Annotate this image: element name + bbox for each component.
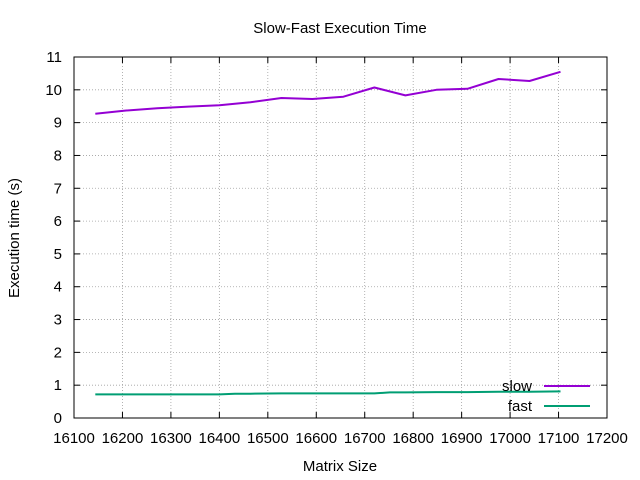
x-tick-label: 16800 (392, 430, 434, 447)
x-tick-label: 16400 (199, 430, 241, 447)
x-tick-label: 16100 (53, 430, 95, 447)
y-tick-label: 8 (54, 147, 62, 164)
y-tick-label: 1 (54, 377, 62, 394)
x-tick-label: 16300 (150, 430, 192, 447)
y-tick-label: 11 (46, 49, 62, 66)
chart-title: Slow-Fast Execution Time (253, 20, 426, 37)
y-tick-label: 10 (45, 82, 62, 99)
x-tick-label: 16200 (102, 430, 144, 447)
x-tick-label: 16600 (295, 430, 337, 447)
legend-label-fast: fast (508, 398, 533, 415)
x-tick-label: 16500 (247, 430, 289, 447)
series-line-fast (95, 390, 561, 396)
y-tick-label: 3 (54, 312, 62, 329)
y-tick-label: 9 (54, 115, 62, 132)
legend-label-slow: slow (502, 378, 532, 395)
x-tick-label: 17000 (489, 430, 531, 447)
y-tick-label: 7 (54, 180, 62, 197)
x-tick-label: 17100 (538, 430, 580, 447)
y-tick-label: 0 (54, 410, 62, 427)
y-tick-label: 5 (54, 246, 62, 263)
x-tick-label: 16900 (441, 430, 483, 447)
x-tick-label: 17200 (586, 430, 628, 447)
plot-frame (73, 56, 608, 419)
y-tick-label: 4 (54, 279, 62, 296)
y-tick-label: 2 (54, 344, 62, 361)
ticks: 16100 16200 16300 16400 16500 16600 16700 16800… (45, 49, 628, 447)
y-tick-label: 6 (54, 213, 62, 230)
grid (74, 57, 607, 418)
series-line-slow (95, 70, 561, 115)
series-group (95, 70, 561, 396)
y-axis-label: Execution time (s) (6, 178, 23, 298)
x-tick-label: 16700 (344, 430, 386, 447)
legend: slow fast (502, 378, 590, 415)
x-axis-label: Matrix Size (303, 458, 377, 475)
